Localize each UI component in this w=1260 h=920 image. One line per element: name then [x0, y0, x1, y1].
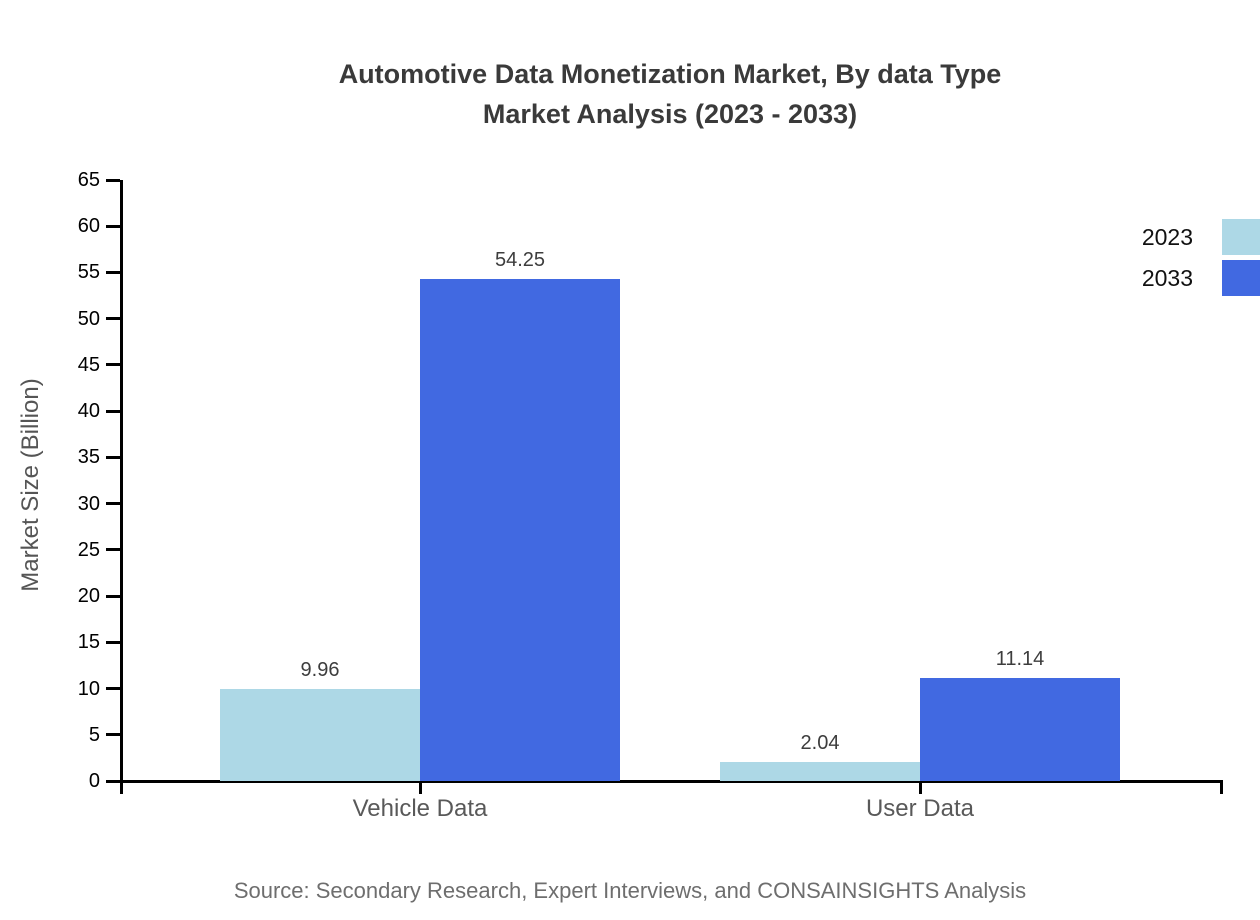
x-axis-end-tick — [1219, 779, 1223, 794]
x-axis-category-label: Vehicle Data — [352, 795, 488, 822]
y-axis-tick — [106, 317, 120, 321]
chart-title-line1: Automotive Data Monetization Market, By … — [338, 59, 1002, 89]
bar-value-label: 9.96 — [300, 658, 340, 681]
y-axis-tick — [106, 640, 120, 644]
y-axis-tick-label: 20 — [77, 585, 100, 608]
chart-title: Automotive Data Monetization Market, By … — [75, 54, 1260, 134]
x-axis-line — [119, 779, 1223, 783]
x-axis-tick — [418, 781, 422, 794]
source-attribution: Source: Secondary Research, Expert Inter… — [233, 878, 1027, 903]
y-axis-tick — [106, 455, 120, 459]
y-axis-tick-label: 55 — [77, 261, 100, 284]
y-axis-title: Market Size (Billion) — [17, 378, 44, 592]
y-axis-tick — [106, 733, 120, 737]
y-axis-tick — [106, 178, 120, 182]
y-axis-tick — [106, 548, 120, 552]
y-axis-tick-label: 30 — [77, 492, 100, 515]
y-axis-tick-label: 65 — [77, 169, 100, 191]
y-axis-tick-label: 35 — [77, 446, 100, 469]
x-axis-category-label: User Data — [865, 795, 975, 822]
y-axis-tick — [106, 363, 120, 367]
y-axis-tick — [106, 687, 120, 691]
y-axis-tick-label: 50 — [77, 307, 100, 330]
y-axis-tick-label: 0 — [88, 770, 100, 792]
y-axis-tick-label: 25 — [77, 538, 100, 561]
legend-swatch-2033 — [1222, 260, 1260, 296]
bar-2023-vehicle-data — [220, 688, 420, 781]
y-axis-tick-label: 15 — [77, 631, 100, 654]
y-axis-line — [119, 180, 123, 794]
legend-item-2023: 2023 — [1142, 219, 1260, 255]
legend-label-2023: 2023 — [1141, 224, 1193, 250]
y-axis-tick-label: 5 — [88, 723, 100, 746]
y-axis-tick — [106, 409, 120, 413]
chart-title-line2: Market Analysis (2023 - 2033) — [482, 99, 858, 129]
y-axis-tick — [106, 502, 120, 506]
bar-value-label: 11.14 — [995, 647, 1045, 670]
y-axis-tick — [106, 594, 120, 598]
bar-value-label: 2.04 — [800, 732, 840, 755]
y-axis-tick — [106, 270, 120, 274]
y-axis-tick — [106, 779, 120, 783]
x-axis-tick — [918, 781, 922, 794]
legend-swatch-2023 — [1222, 219, 1260, 255]
bar-value-label: 54.25 — [494, 249, 546, 272]
bar-2023-user-data — [720, 762, 920, 781]
y-axis-tick — [106, 224, 120, 228]
bar-2033-user-data — [920, 677, 1120, 781]
legend-item-2033: 2033 — [1142, 260, 1260, 296]
bar-2033-vehicle-data — [420, 279, 620, 781]
legend-label-2033: 2033 — [1141, 265, 1193, 291]
y-axis-tick-label: 60 — [77, 215, 100, 238]
y-axis-tick-label: 45 — [77, 353, 100, 376]
y-axis-tick-label: 10 — [77, 677, 100, 700]
y-axis-tick-label: 40 — [77, 400, 100, 423]
